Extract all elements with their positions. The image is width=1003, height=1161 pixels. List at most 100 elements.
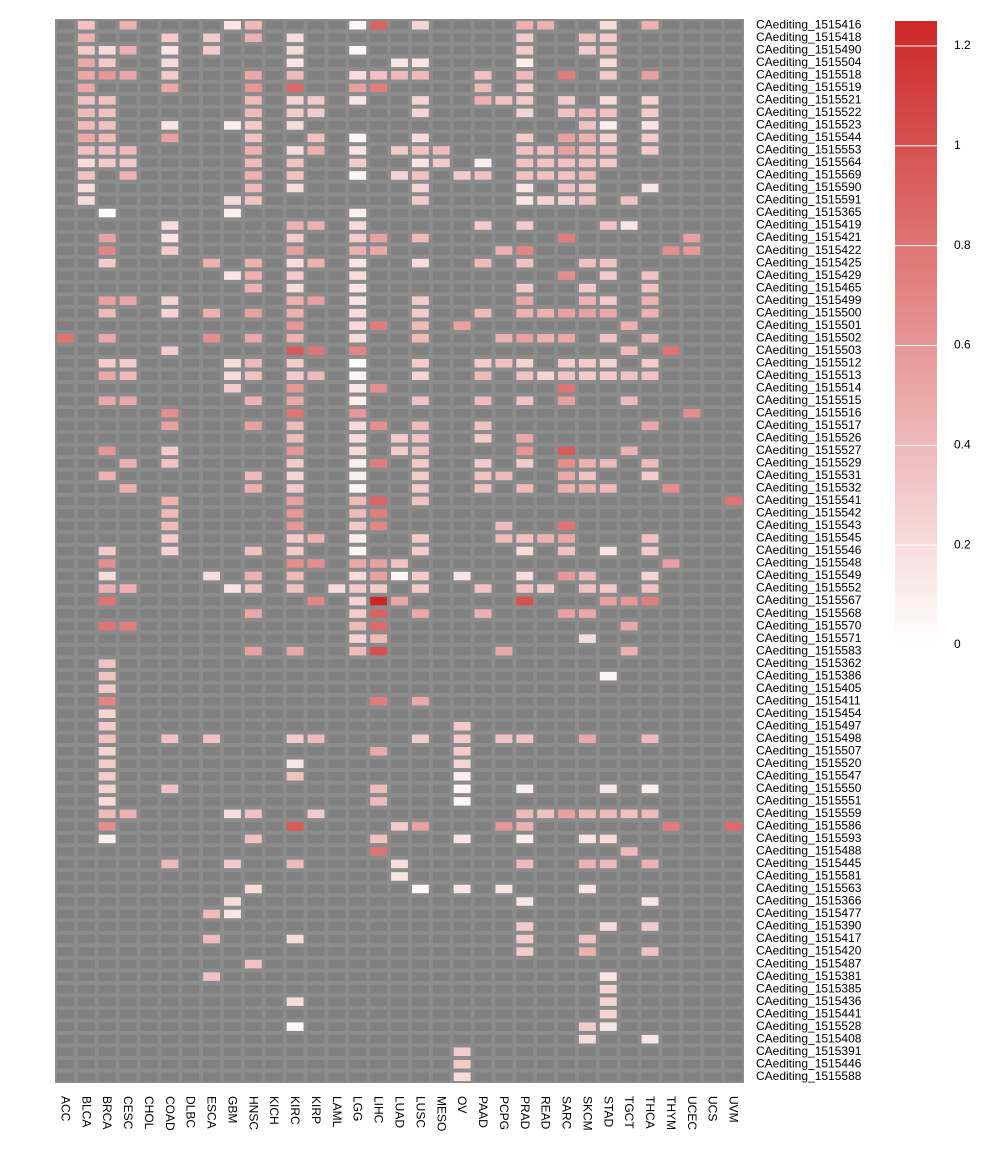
row-label: CAediting_1515454 xyxy=(756,706,862,720)
heatmap-cell xyxy=(391,621,408,631)
heatmap-cell xyxy=(307,246,325,255)
heatmap-cell xyxy=(57,797,74,806)
heatmap-cell xyxy=(98,621,116,631)
heatmap-cell xyxy=(98,546,116,556)
heatmap-cell xyxy=(391,459,408,468)
heatmap-cell xyxy=(57,621,74,631)
heatmap-cell xyxy=(77,822,95,831)
heatmap-cell xyxy=(328,797,346,806)
heatmap-cell xyxy=(77,296,95,305)
heatmap-cell xyxy=(77,559,95,568)
heatmap-cell xyxy=(57,121,74,130)
heatmap-cell xyxy=(140,58,158,68)
heatmap-cell xyxy=(599,684,617,693)
heatmap-cell xyxy=(704,496,722,506)
heatmap-cell xyxy=(98,747,116,756)
heatmap-cell xyxy=(328,196,346,205)
heatmap-cell xyxy=(307,183,325,193)
heatmap-cell xyxy=(77,684,95,693)
row-label: CAediting_1515411 xyxy=(756,693,861,707)
heatmap-cell xyxy=(140,496,158,506)
heatmap-cell xyxy=(57,559,74,568)
heatmap-cell xyxy=(224,509,241,518)
heatmap-cell xyxy=(349,596,367,606)
heatmap-cell xyxy=(620,1034,638,1044)
heatmap-cell xyxy=(224,33,241,43)
heatmap-cell xyxy=(57,384,74,393)
heatmap-cell xyxy=(474,208,492,218)
heatmap-cell xyxy=(453,609,471,618)
heatmap-cell xyxy=(704,196,722,205)
heatmap-cell xyxy=(725,196,742,205)
heatmap-cell xyxy=(516,734,534,744)
heatmap-cell xyxy=(641,271,659,280)
heatmap-cell xyxy=(558,847,575,856)
heatmap-cell xyxy=(432,46,450,55)
heatmap-cell xyxy=(161,271,179,280)
heatmap-cell xyxy=(620,521,638,531)
heatmap-cell xyxy=(683,1034,701,1044)
heatmap-cell xyxy=(411,358,429,368)
heatmap-cell xyxy=(725,1059,742,1069)
heatmap-cell xyxy=(203,371,221,381)
heatmap-cell xyxy=(370,246,388,255)
heatmap-cell xyxy=(725,221,742,230)
row-label: CAediting_1515512 xyxy=(756,355,862,369)
heatmap-cell xyxy=(474,847,492,856)
heatmap-cell xyxy=(328,1034,346,1044)
heatmap-cell xyxy=(453,1072,471,1081)
heatmap-cell xyxy=(578,58,596,68)
heatmap-cell xyxy=(286,922,304,931)
heatmap-cell xyxy=(244,546,262,556)
heatmap-cell xyxy=(599,872,617,881)
heatmap-cell xyxy=(328,784,346,794)
heatmap-cell xyxy=(119,709,137,718)
heatmap-cell xyxy=(77,947,95,956)
heatmap-cell xyxy=(370,233,388,243)
heatmap-cell xyxy=(641,959,659,969)
heatmap-cell xyxy=(704,809,722,819)
heatmap-cell xyxy=(119,684,137,693)
heatmap-cell xyxy=(558,972,575,981)
heatmap-cell xyxy=(578,233,596,243)
heatmap-cell xyxy=(516,321,534,330)
heatmap-cell xyxy=(224,46,241,55)
heatmap-cell xyxy=(307,634,325,643)
heatmap-cell xyxy=(286,872,304,881)
heatmap-cell xyxy=(599,283,617,293)
heatmap-cell xyxy=(432,546,450,556)
heatmap-cell xyxy=(391,859,408,869)
heatmap-cell xyxy=(391,333,408,343)
heatmap-cell xyxy=(662,596,680,606)
heatmap-cell xyxy=(349,521,367,531)
heatmap-cell xyxy=(599,308,617,318)
heatmap-cell xyxy=(265,934,283,944)
heatmap-cell xyxy=(182,196,200,205)
heatmap-cell xyxy=(98,571,116,581)
heatmap-cell xyxy=(411,559,429,568)
heatmap-cell xyxy=(662,972,680,981)
heatmap-cell xyxy=(224,922,241,931)
heatmap-cell xyxy=(391,509,408,518)
heatmap-cell xyxy=(558,609,575,618)
heatmap-cell xyxy=(411,596,429,606)
heatmap-cell xyxy=(599,759,617,769)
heatmap-cell xyxy=(620,33,638,43)
heatmap-cell xyxy=(704,721,722,731)
heatmap-cell xyxy=(161,671,179,681)
heatmap-cell xyxy=(432,584,450,593)
heatmap-cell xyxy=(537,671,555,681)
heatmap-cell xyxy=(224,171,241,180)
column-label: CESC xyxy=(121,1096,135,1130)
heatmap-cell xyxy=(683,346,701,355)
heatmap-cell xyxy=(516,559,534,568)
heatmap-cell xyxy=(77,1034,95,1044)
heatmap-cell xyxy=(265,947,283,956)
heatmap-cell xyxy=(578,884,596,894)
heatmap-cell xyxy=(77,258,95,268)
heatmap-cell xyxy=(391,797,408,806)
heatmap-cell xyxy=(307,747,325,756)
heatmap-cell xyxy=(662,834,680,844)
heatmap-cell xyxy=(620,283,638,293)
heatmap-cell xyxy=(265,1009,283,1019)
